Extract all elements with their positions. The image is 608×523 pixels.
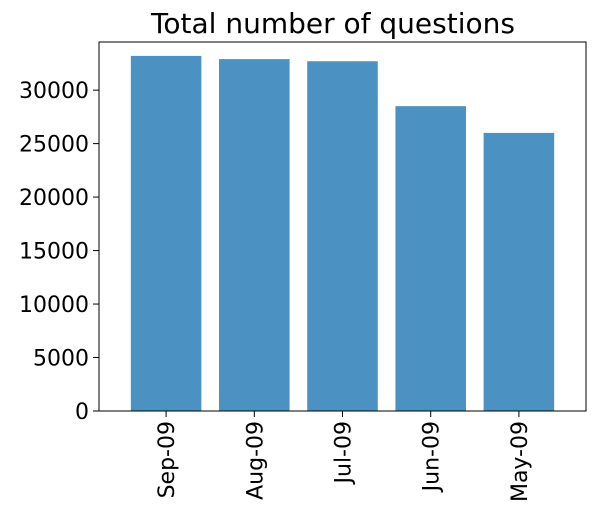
y-tick-label: 0	[75, 400, 89, 425]
x-axis: Sep-09 Aug-09 Jul-09 Jun-09 May-09	[155, 411, 533, 502]
bar-may-09	[483, 132, 555, 411]
y-tick-label: 10000	[19, 293, 89, 318]
x-tick-label: May-09	[508, 421, 533, 502]
bar-aug-09	[219, 59, 290, 412]
bars-group	[130, 55, 555, 412]
x-tick-label: Aug-09	[243, 421, 268, 500]
x-tick-label: Jun-09	[420, 421, 445, 493]
x-tick-label: Jul-09	[332, 421, 357, 485]
chart-title: Total number of questions	[150, 7, 515, 40]
bar-jun-09	[395, 106, 466, 412]
y-tick-label: 15000	[19, 240, 89, 265]
y-tick-label: 20000	[19, 186, 89, 211]
y-tick-label: 5000	[33, 347, 89, 372]
x-tick-label: Sep-09	[155, 421, 180, 498]
bar-jul-09	[307, 61, 378, 411]
bar-sep-09	[130, 55, 202, 412]
y-axis: 0 5000 10000 15000 20000 25000 30000	[19, 79, 99, 425]
y-tick-label: 30000	[19, 79, 89, 104]
y-tick-label: 25000	[19, 133, 89, 158]
plot-frame	[98, 41, 587, 412]
